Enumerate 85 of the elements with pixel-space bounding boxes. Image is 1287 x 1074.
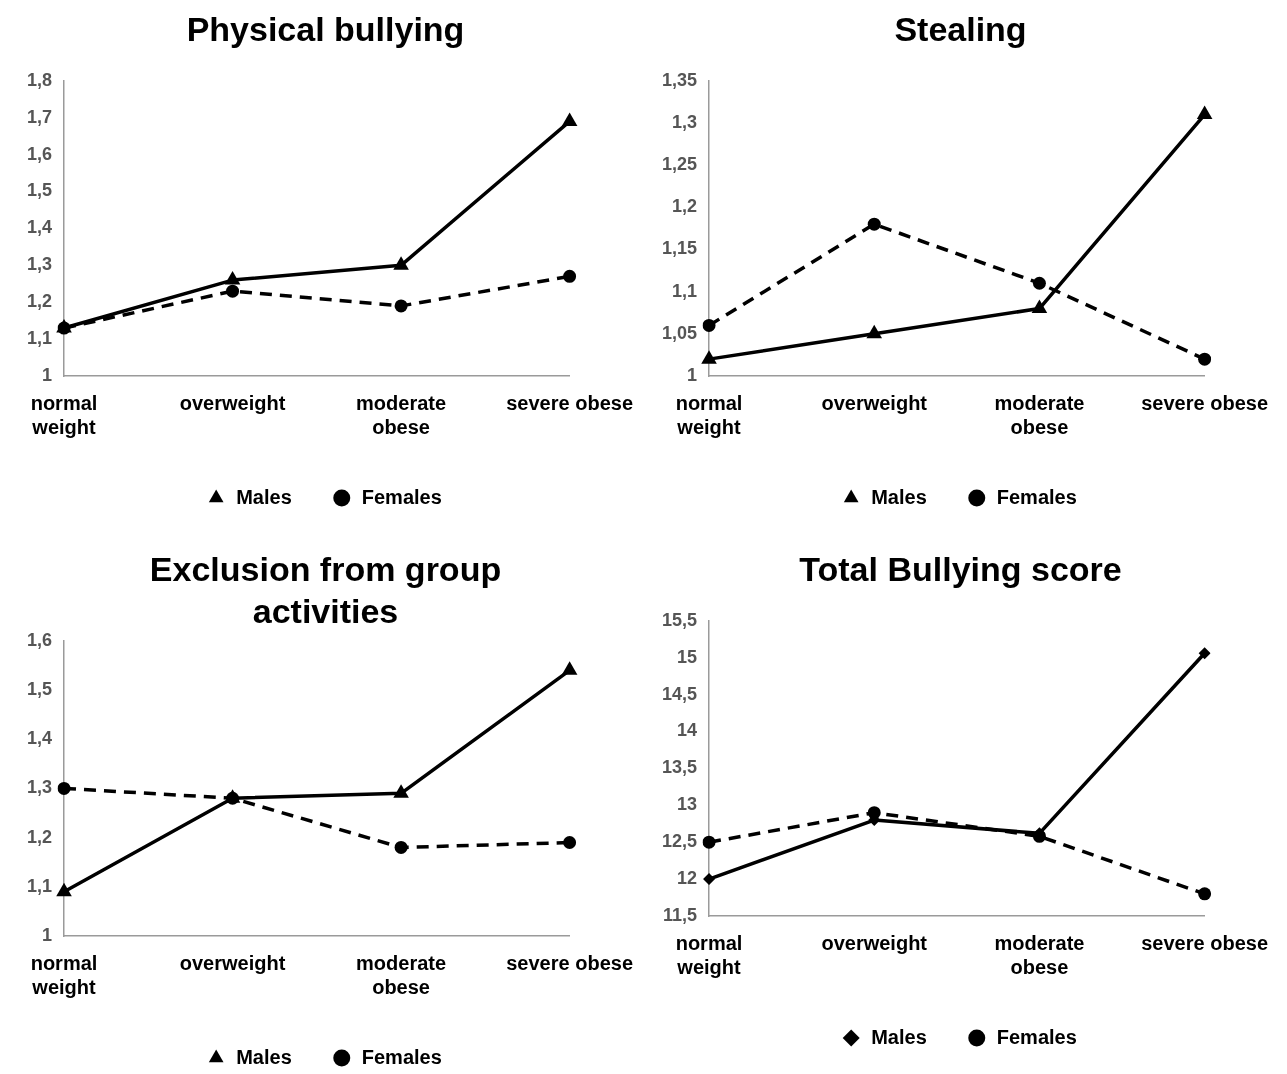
- point: [702, 318, 716, 332]
- point: [1198, 647, 1211, 660]
- legend-label: Females: [361, 485, 442, 508]
- y-tick-label: 1,6: [26, 629, 52, 650]
- point: [392, 784, 409, 798]
- x-tick-label: normal weight: [675, 931, 742, 978]
- y-tick-label: 14,5: [661, 683, 697, 704]
- y-tick-label: 1,4: [26, 728, 52, 749]
- y-tick-label: 1,05: [661, 322, 697, 343]
- point: [1197, 352, 1211, 366]
- point: [392, 256, 409, 270]
- y-tick-label: 1,5: [26, 180, 52, 201]
- x-tick-label: severe obese: [1140, 931, 1268, 954]
- y-tick-label: 1: [41, 924, 52, 945]
- y-tick-label: 1,8: [26, 69, 52, 90]
- y-tick-label: 13,5: [661, 757, 697, 778]
- y-tick-label: 1,6: [26, 143, 52, 164]
- x-tick-label: normal weight: [30, 951, 97, 998]
- y-tick-label: 1: [41, 364, 52, 385]
- y-tick-label: 11,5: [662, 904, 697, 925]
- y-tick-label: 1,1: [671, 280, 697, 301]
- y-tick-label: 1,2: [671, 196, 697, 217]
- y-tick-label: 1,3: [26, 254, 52, 275]
- point: [394, 840, 408, 854]
- y-tick-label: 1,3: [671, 111, 697, 132]
- legend-label: Males: [235, 485, 292, 508]
- legend-label: Females: [361, 1045, 442, 1068]
- chart-title: Physical bullying: [185, 9, 466, 50]
- y-tick-label: 1,15: [661, 238, 697, 259]
- chart-title: Exclusion from group activities: [148, 549, 503, 630]
- point: [562, 836, 576, 850]
- y-tick-label: 1: [686, 364, 697, 385]
- x-tick-label: moderate obese: [355, 391, 446, 438]
- y-tick-label: 15: [676, 646, 697, 667]
- x-tick-label: normal weight: [675, 391, 742, 438]
- point: [562, 269, 576, 283]
- y-tick-label: 1,25: [661, 154, 697, 175]
- legend-label: Females: [996, 485, 1077, 508]
- y-tick-label: 14: [676, 720, 697, 741]
- point: [867, 806, 881, 820]
- y-tick-label: 15,5: [661, 609, 697, 630]
- point: [1197, 887, 1211, 901]
- point: [57, 781, 71, 795]
- legend-label: Males: [870, 1025, 927, 1048]
- x-tick-label: overweight: [820, 391, 927, 414]
- x-tick-label: severe obese: [505, 391, 633, 414]
- point: [1196, 105, 1212, 120]
- point: [702, 873, 715, 886]
- y-tick-label: 1,1: [26, 875, 52, 896]
- legend-label: Males: [235, 1045, 292, 1068]
- chart-title: Total Bullying score: [798, 549, 1123, 590]
- y-tick-label: 1,35: [661, 69, 697, 90]
- x-tick-label: moderate obese: [993, 391, 1084, 438]
- y-tick-label: 1,5: [26, 678, 52, 699]
- point: [702, 835, 716, 849]
- y-tick-label: 1,3: [26, 777, 52, 798]
- x-tick-label: severe obese: [1140, 391, 1268, 414]
- x-tick-label: overweight: [179, 391, 286, 414]
- x-tick-label: overweight: [820, 931, 927, 954]
- x-tick-label: normal weight: [30, 391, 97, 438]
- y-tick-label: 1,7: [26, 106, 52, 127]
- y-tick-label: 12,5: [661, 831, 697, 852]
- point: [561, 112, 577, 126]
- point: [1032, 276, 1046, 290]
- x-tick-label: moderate obese: [993, 931, 1084, 978]
- point: [561, 661, 577, 675]
- y-tick-label: 13: [676, 794, 697, 815]
- y-tick-label: 1,2: [26, 826, 52, 847]
- point: [1031, 299, 1047, 314]
- y-tick-label: 1,2: [26, 291, 52, 312]
- point: [225, 284, 239, 298]
- x-tick-label: moderate obese: [355, 951, 446, 998]
- x-tick-label: overweight: [179, 951, 286, 974]
- point: [224, 271, 240, 285]
- y-tick-label: 12: [676, 868, 697, 889]
- chart-title: Stealing: [893, 9, 1028, 50]
- point: [865, 324, 882, 339]
- point: [867, 217, 881, 231]
- x-tick-label: severe obese: [505, 951, 633, 974]
- legend-label: Males: [870, 485, 927, 508]
- point: [394, 299, 408, 313]
- point: [700, 350, 717, 364]
- legend-label: Females: [996, 1025, 1077, 1048]
- y-tick-label: 1,4: [26, 217, 52, 238]
- y-tick-label: 1,1: [26, 328, 52, 349]
